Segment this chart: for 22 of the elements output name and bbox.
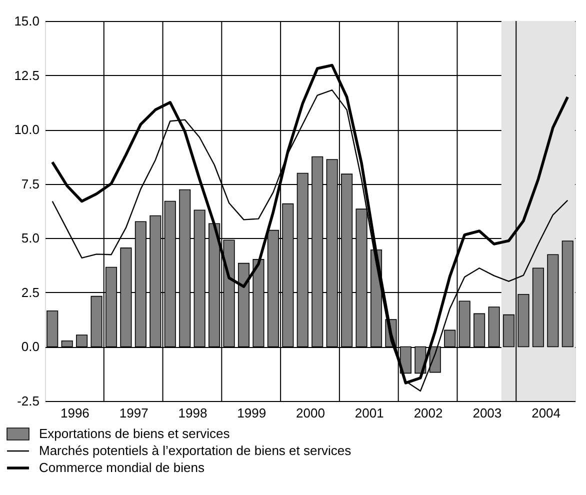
x-tick-label: 1998	[178, 406, 208, 420]
x-tick-label: 2001	[354, 406, 384, 420]
x-tick-label: 1999	[237, 406, 266, 420]
x-tick-label: 1997	[119, 406, 148, 420]
bar	[547, 254, 559, 348]
legend-label: Marchés potentiels à l’exportation de biens et services	[39, 443, 352, 458]
x-tick-label: 2000	[296, 406, 325, 420]
y-tick-label: -2.5	[17, 394, 40, 408]
bar	[532, 268, 544, 348]
y-tick-label: 2.5	[21, 284, 40, 300]
y-tick-label: 15.0	[14, 14, 40, 28]
y-tick-label: 12.5	[14, 68, 40, 83]
y-tick-label: 5.0	[21, 230, 40, 246]
x-tick-label: 1996	[60, 406, 90, 420]
y-tick-label: 10.0	[14, 122, 40, 138]
x-tick-label: 2003	[472, 406, 502, 420]
x-tick-label: 2002	[414, 406, 443, 420]
y-tick-label: 7.5	[21, 176, 40, 192]
y-tick-label: 0.0	[21, 339, 40, 354]
legend-label: Exportations de biens et services	[39, 426, 230, 441]
legend-label: Commerce mondial de biens	[39, 460, 205, 475]
x-tick-label: 2004	[532, 406, 561, 420]
